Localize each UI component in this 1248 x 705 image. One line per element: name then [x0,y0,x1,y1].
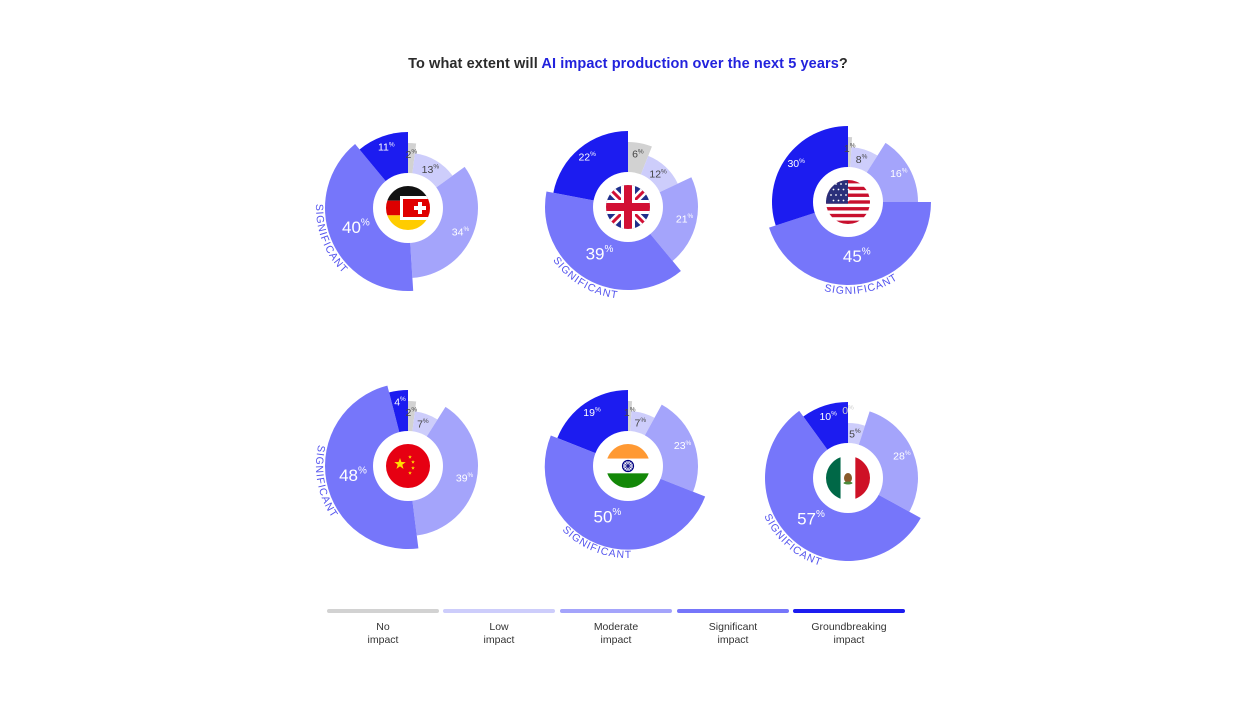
value-label-low-impact: 7% [634,417,646,430]
radial-chart-china: 2%7%39%48%4%SIGNIFICANT [313,385,478,550]
germany-switzerland-flag [386,186,430,230]
china-flag [386,444,430,488]
legend-label-line2: impact [717,634,749,646]
legend-item-no-impact: No impact [327,609,439,647]
value-label-no-impact: 1% [844,142,856,155]
legend-label-line1: No [376,621,390,633]
legend-item-significant-impact: Significant impact [677,609,789,647]
value-label-no-impact: 1% [624,406,636,419]
legend-swatch [677,609,789,613]
legend-item-low-impact: Low impact [443,609,555,647]
mexico-flag [826,456,870,500]
value-label-no-impact: 6% [632,148,644,161]
segment-moderate-impact [408,166,478,278]
segment-significant-impact [545,191,681,291]
usa-flag [826,180,870,224]
radial-charts: 2%13%34%40%11%SIGNIFICANT 6%12%21%39%22%S… [313,126,931,569]
title-suffix: ? [838,56,848,72]
uk-flag [606,185,650,229]
value-label-no-impact: 2% [405,406,417,419]
radial-chart-germany-switzerland: 2%13%34%40%11%SIGNIFICANT [313,132,478,292]
chart-title: To what extent will AI impact production… [0,56,1248,72]
legend-label-line2: impact [600,634,632,646]
legend-swatch [327,609,439,613]
value-label-low-impact: 8% [856,153,868,166]
segment-significant-impact [324,144,414,292]
value-label-groundbreaking-impact: 4% [394,396,406,409]
legend-item-groundbreaking-impact: Groundbreaking impact [793,609,905,647]
legend-label-line1: Moderate [593,621,639,633]
segment-moderate-impact [628,177,699,261]
value-label-no-impact: 0% [842,404,854,417]
title-highlight: AI impact production over the next 5 yea… [541,56,839,72]
value-label-no-impact: 2% [405,148,417,161]
legend-swatch [443,609,555,613]
legend-label-line2: impact [483,634,515,646]
value-label-low-impact: 5% [849,428,861,441]
india-flag [606,444,650,488]
legend-label-line2: impact [833,634,865,646]
radial-chart-mexico: 0%5%28%57%10%SIGNIFICANT [761,401,921,569]
legend-label-line1: Significant [708,621,758,633]
radial-chart-usa: 1%8%16%45%30%SIGNIFICANT [769,126,931,297]
segment-significant-impact [769,202,931,286]
title-prefix: To what extent will [408,56,542,72]
legend-label-line1: Low [489,621,509,633]
radial-chart-uk: 6%12%21%39%22%SIGNIFICANT [545,131,699,301]
value-label-low-impact: 7% [417,418,429,431]
legend-swatch [560,609,672,613]
radial-chart-india: 1%7%23%50%19%SIGNIFICANT [544,390,706,561]
legend-label-line2: impact [367,634,399,646]
segment-significant-impact [324,385,419,550]
legend-label-line1: Groundbreaking [811,621,887,633]
legend-item-moderate-impact: Moderate impact [560,609,672,647]
legend-swatch [793,609,905,613]
